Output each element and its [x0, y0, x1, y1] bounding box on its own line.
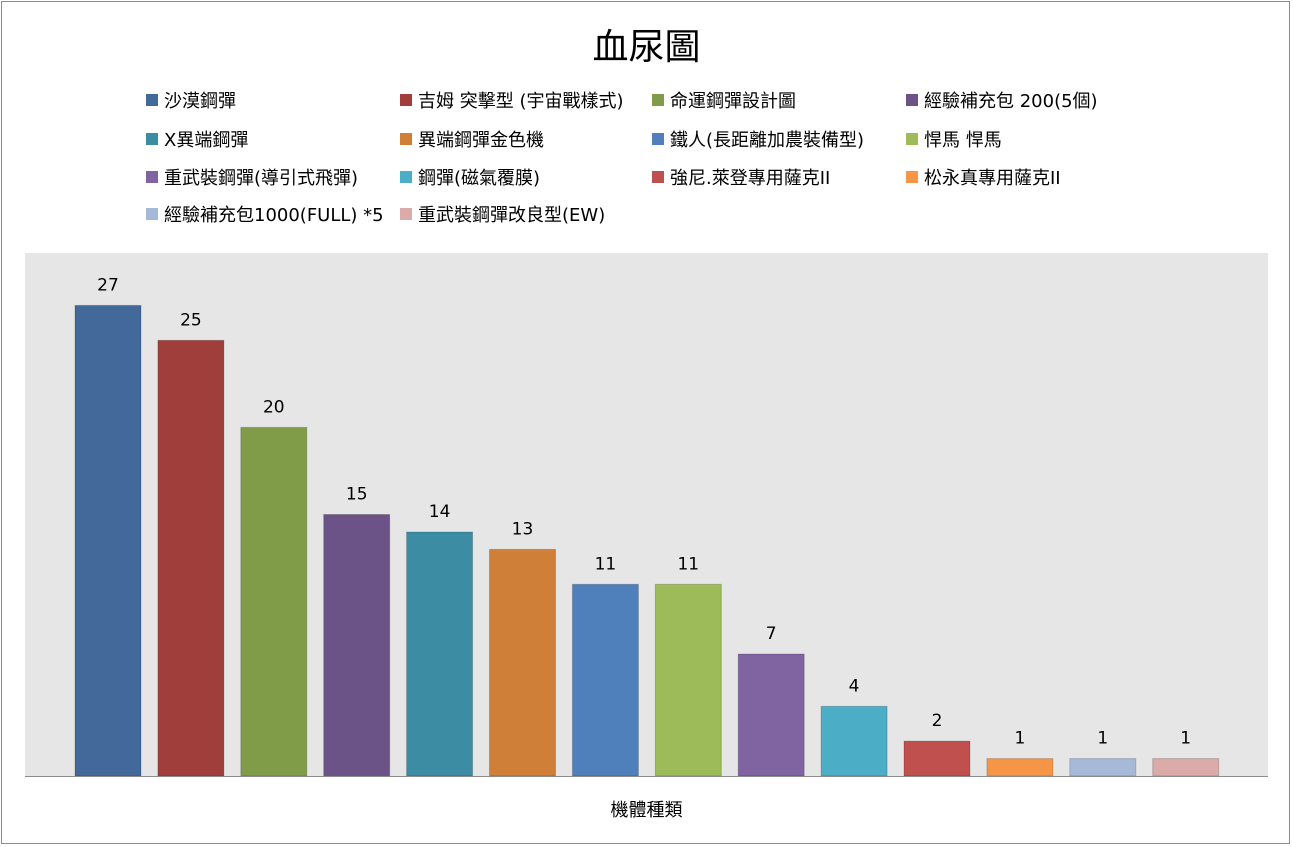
- legend-swatch: [400, 208, 412, 220]
- legend-label: 命運鋼彈設計圖: [670, 91, 796, 112]
- legend-label: 經驗補充包1000(FULL) *5: [164, 205, 384, 226]
- legend-label: 異端鋼彈金色機: [418, 130, 544, 151]
- legend-item-14: 重武裝鋼彈改良型(EW): [400, 202, 605, 226]
- data-label-13: 1: [1097, 729, 1108, 749]
- bar-5: [406, 531, 474, 777]
- legend-swatch: [146, 133, 158, 145]
- legend-label: 悍馬 悍馬: [924, 130, 1002, 151]
- data-label-10: 4: [849, 676, 860, 696]
- legend-label: 重武裝鋼彈(導引式飛彈): [164, 168, 359, 189]
- legend: 沙漠鋼彈 吉姆 突擊型 (宇宙戰樣式) 命運鋼彈設計圖 經驗補充包 200(5個) X異…: [0, 0, 1293, 240]
- bar-3: [240, 426, 308, 777]
- x-axis-label: 機體種類: [610, 800, 683, 821]
- legend-swatch: [652, 133, 664, 145]
- legend-swatch: [400, 133, 412, 145]
- bar-11: [903, 740, 971, 777]
- bar-12: [986, 758, 1054, 777]
- legend-label: 鋼彈(磁氣覆膜): [418, 168, 541, 189]
- legend-swatch: [906, 133, 918, 145]
- legend-label: 松永真專用薩克II: [924, 168, 1061, 189]
- bar-1: [74, 304, 142, 777]
- legend-item-7: 鐵人(長距離加農裝備型): [652, 127, 864, 151]
- data-label-7: 11: [595, 554, 617, 574]
- bar-10: [820, 705, 888, 777]
- data-label-8: 11: [677, 554, 699, 574]
- bar-9: [737, 653, 805, 777]
- legend-label: 重武裝鋼彈改良型(EW): [418, 205, 606, 226]
- legend-item-4: 經驗補充包 200(5個): [906, 88, 1098, 112]
- legend-item-5: X異端鋼彈: [146, 127, 248, 151]
- bar-13: [1069, 758, 1137, 777]
- bar-6: [489, 548, 556, 777]
- plot-background: [25, 253, 1268, 776]
- legend-swatch: [400, 171, 412, 183]
- legend-item-12: 松永真專用薩克II: [906, 165, 1061, 189]
- data-label-9: 7: [766, 624, 777, 644]
- legend-item-8: 悍馬 悍馬: [906, 127, 1002, 151]
- data-label-14: 1: [1180, 729, 1191, 749]
- bar-4: [323, 514, 391, 777]
- legend-label: 吉姆 突擊型 (宇宙戰樣式): [418, 91, 624, 112]
- data-label-11: 2: [932, 711, 943, 731]
- legend-swatch: [906, 171, 918, 183]
- legend-item-6: 異端鋼彈金色機: [400, 127, 544, 151]
- legend-swatch: [906, 94, 918, 106]
- bar-14: [1152, 758, 1220, 777]
- data-label-5: 14: [429, 502, 451, 522]
- legend-item-11: 強尼.萊登專用薩克II: [652, 165, 830, 189]
- data-label-3: 20: [263, 397, 285, 417]
- bar-2: [157, 339, 225, 777]
- legend-swatch: [652, 171, 664, 183]
- legend-label: 經驗補充包 200(5個): [924, 91, 1098, 112]
- data-label-4: 15: [346, 485, 368, 505]
- legend-swatch: [146, 208, 158, 220]
- data-label-12: 1: [1014, 729, 1025, 749]
- bar-8: [654, 583, 722, 777]
- legend-label: X異端鋼彈: [164, 130, 249, 151]
- legend-item-9: 重武裝鋼彈(導引式飛彈): [146, 165, 358, 189]
- legend-swatch: [146, 94, 158, 106]
- legend-label: 強尼.萊登專用薩克II: [670, 168, 831, 189]
- chart-title: 血尿圖: [592, 27, 701, 68]
- legend-item-13: 經驗補充包1000(FULL) *5: [146, 202, 384, 226]
- bar-7: [571, 583, 639, 777]
- legend-item-10: 鋼彈(磁氣覆膜): [400, 165, 540, 189]
- legend-item-3: 命運鋼彈設計圖: [652, 88, 796, 112]
- legend-label: 鐵人(長距離加農裝備型): [670, 130, 865, 151]
- legend-item-2: 吉姆 突擊型 (宇宙戰樣式): [400, 88, 624, 112]
- data-label-1: 27: [97, 275, 119, 295]
- legend-swatch: [652, 94, 664, 106]
- legend-swatch: [146, 171, 158, 183]
- legend-item-1: 沙漠鋼彈: [146, 88, 236, 112]
- legend-swatch: [400, 94, 412, 106]
- data-label-2: 25: [180, 310, 202, 330]
- data-label-6: 13: [512, 519, 534, 539]
- legend-label: 沙漠鋼彈: [164, 91, 236, 112]
